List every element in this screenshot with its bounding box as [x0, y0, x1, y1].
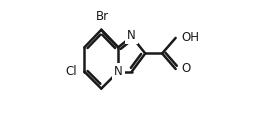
Text: Cl: Cl	[65, 65, 77, 78]
Text: N: N	[127, 29, 136, 42]
Text: Br: Br	[96, 10, 109, 23]
Text: OH: OH	[182, 31, 200, 44]
Text: O: O	[181, 63, 190, 75]
Text: N: N	[114, 65, 123, 78]
